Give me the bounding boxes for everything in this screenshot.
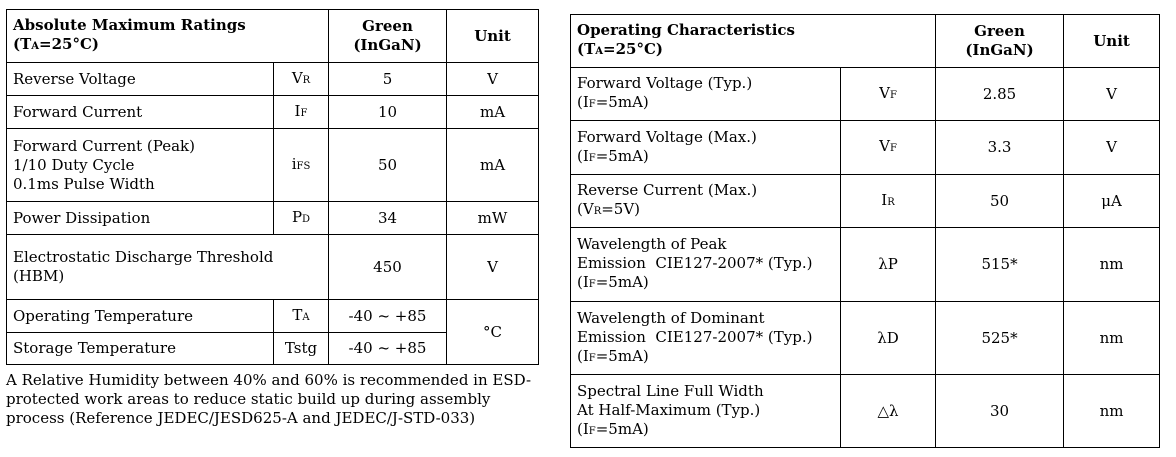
value-cell: 525* — [935, 301, 1065, 375]
table-row: Reverse Current (Max.) (VR=5V) IR 50 μA — [570, 174, 1161, 228]
unit-cell: V — [1063, 67, 1161, 121]
symbol-cell: IR — [839, 174, 937, 228]
table-row: Storage Temperature Tstg -40 ~ +85 — [6, 332, 539, 365]
oc-unit-header: Unit — [1063, 14, 1161, 68]
table-row: Forward Voltage (Max.) (IF=5mA) VF 3.3 V — [570, 120, 1161, 175]
param-cell: Power Dissipation — [6, 201, 274, 235]
oc-green-header: Green (InGaN) — [935, 14, 1065, 68]
symbol-cell: △λ — [839, 374, 937, 448]
value-cell: 3.3 — [935, 120, 1065, 175]
table-row: Electrostatic Discharge Threshold (HBM) … — [6, 234, 539, 300]
param-cell: Forward Current (Peak) 1/10 Duty Cycle 0… — [6, 128, 274, 202]
oc-title-cell: Operating Characteristics (TA=25°C) — [569, 14, 937, 68]
symbol-cell: iFS — [273, 128, 329, 202]
table-row: Forward Voltage (Typ.) (IF=5mA) VF 2.85 … — [570, 67, 1161, 121]
unit-cell: nm — [1063, 374, 1161, 448]
unit-cell: mA — [446, 95, 539, 129]
value-cell: 5 — [328, 62, 447, 96]
amr-unit-header: Unit — [446, 9, 539, 63]
symbol-cell: VF — [839, 67, 937, 121]
unit-cell: nm — [1063, 227, 1161, 302]
table-row: Reverse Voltage VR 5 V — [6, 62, 539, 96]
value-cell: -40 ~ +85 — [328, 299, 447, 333]
unit-cell: nm — [1063, 301, 1161, 375]
table-row: Wavelength of Dominant Emission CIE127-2… — [570, 301, 1161, 375]
value-cell: 450 — [328, 234, 447, 300]
unit-cell: V — [446, 62, 539, 96]
oc-title: Operating Characteristics — [577, 21, 796, 39]
value-cell: -40 ~ +85 — [328, 332, 447, 365]
table-row: Power Dissipation PD 34 mW — [6, 201, 539, 235]
amr-title: Absolute Maximum Ratings — [13, 16, 246, 34]
symbol-cell: λD — [839, 301, 937, 375]
param-cell: Forward Voltage (Max.) (IF=5mA) — [570, 120, 841, 175]
value-cell: 50 — [328, 128, 447, 202]
symbol-cell: TA — [273, 299, 329, 333]
table-row: Forward Current IF 10 mA — [6, 95, 539, 129]
param-cell: Electrostatic Discharge Threshold (HBM) — [6, 234, 329, 300]
symbol-cell: VF — [839, 120, 937, 175]
param-cell: Forward Current — [6, 95, 274, 129]
table-row: Operating Temperature TA -40 ~ +85 °C — [6, 299, 539, 365]
unit-cell: V — [446, 234, 539, 300]
param-cell: Wavelength of Peak Emission CIE127-2007*… — [570, 227, 841, 302]
symbol-cell: VR — [273, 62, 329, 96]
param-cell: Reverse Voltage — [6, 62, 274, 96]
value-cell: 34 — [328, 201, 447, 235]
value-cell: 30 — [935, 374, 1065, 448]
param-cell: Wavelength of Dominant Emission CIE127-2… — [570, 301, 841, 375]
symbol-cell: λP — [839, 227, 937, 302]
value-cell: 10 — [328, 95, 447, 129]
esd-note: A Relative Humidity between 40% and 60% … — [6, 371, 532, 427]
unit-cell: mA — [446, 128, 539, 202]
table-row: Spectral Line Full Width At Half-Maximum… — [570, 374, 1161, 448]
absolute-maximum-ratings-table: Absolute Maximum Ratings (TA=25°C) Green… — [6, 9, 539, 365]
value-cell: 50 — [935, 174, 1065, 228]
param-cell: Spectral Line Full Width At Half-Maximum… — [570, 374, 841, 448]
param-cell: Forward Voltage (Typ.) (IF=5mA) — [570, 67, 841, 121]
unit-cell: °C — [446, 299, 539, 365]
unit-cell: V — [1063, 120, 1161, 175]
oc-condition: (TA=25°C) — [577, 40, 664, 58]
amr-green-header: Green (InGaN) — [328, 9, 447, 63]
symbol-cell: IF — [273, 95, 329, 129]
table-row: Wavelength of Peak Emission CIE127-2007*… — [570, 227, 1161, 302]
amr-title-cell: Absolute Maximum Ratings (TA=25°C) — [6, 9, 329, 63]
value-cell: 515* — [935, 227, 1065, 302]
table-row: Forward Current (Peak) 1/10 Duty Cycle 0… — [6, 128, 539, 202]
amr-condition: (TA=25°C) — [13, 35, 100, 53]
symbol-cell: PD — [273, 201, 329, 235]
value-cell: 2.85 — [935, 67, 1065, 121]
param-cell: Operating Temperature — [6, 299, 274, 333]
unit-cell: μA — [1063, 174, 1161, 228]
param-cell: Storage Temperature — [6, 332, 274, 365]
param-cell: Reverse Current (Max.) (VR=5V) — [570, 174, 841, 228]
operating-characteristics-table: Operating Characteristics (TA=25°C) Gree… — [569, 14, 1161, 448]
symbol-cell: Tstg — [273, 332, 329, 365]
unit-cell: mW — [446, 201, 539, 235]
